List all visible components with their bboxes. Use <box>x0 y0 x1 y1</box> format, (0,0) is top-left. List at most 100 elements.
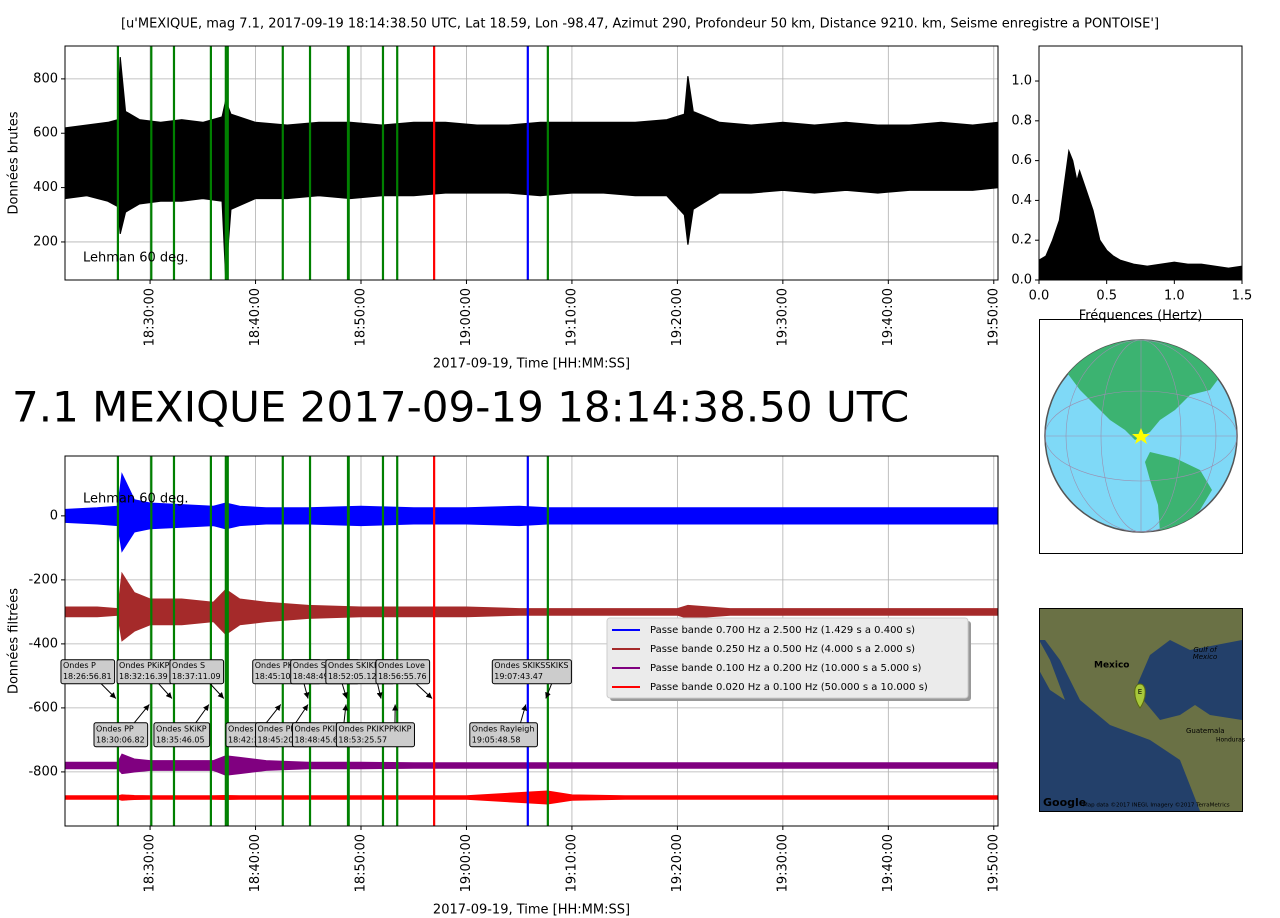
annotation-text: 19:07:43.47 <box>494 672 543 681</box>
trace <box>65 57 998 278</box>
y-tick-label: 0.2 <box>1011 233 1032 248</box>
y-tick-label: 1.0 <box>1011 74 1032 89</box>
y-tick-label: 0 <box>50 508 58 523</box>
annotation-arrow <box>100 683 117 699</box>
x-axis-label: Fréquences (Hertz) <box>1079 309 1203 324</box>
x-tick-label: 18:30:00 <box>143 288 158 346</box>
annotation-text: 18:53:25.57 <box>338 735 387 744</box>
note: Lehman 60 deg. <box>83 251 189 266</box>
annotation-text: 18:52:05.12 <box>328 672 377 681</box>
map-logo: Google <box>1043 796 1086 809</box>
annotation-text: Ondes SKIKKIKP <box>293 661 357 670</box>
annotation-arrow <box>265 704 282 724</box>
big-title: 7.1 MEXIQUE 2017-09-19 18:14:38.50 UTC <box>12 383 909 432</box>
axes-frame <box>64 45 999 281</box>
spectrum <box>1039 148 1242 280</box>
annotation-text: Ondes PKKP <box>258 724 306 733</box>
y-tick-label: -800 <box>28 764 58 779</box>
x-tick-label: 19:50:00 <box>986 288 1001 346</box>
country-label: Guatemala <box>1186 727 1225 735</box>
x-tick-label: 1.5 <box>1232 289 1253 304</box>
annotation-text: Ondes PP <box>96 724 134 733</box>
north-america <box>1060 340 1225 440</box>
annotation-arrow <box>133 704 150 724</box>
x-axis-label: 2017-09-19, Time [HH:MM:SS] <box>433 357 630 372</box>
x-tick-label: 0.5 <box>1096 289 1117 304</box>
y-tick-label: 0.4 <box>1011 193 1032 208</box>
x-tick-label: 19:20:00 <box>670 834 685 892</box>
annotation-arrow <box>376 683 383 699</box>
plot-area <box>65 46 998 280</box>
map <box>1039 608 1243 812</box>
trace <box>65 753 998 776</box>
plot-area <box>1039 148 1242 280</box>
baja <box>1039 640 1065 700</box>
annotation-text: 18:45:20.63 <box>258 735 307 744</box>
annotation-box <box>60 659 116 685</box>
chart: [u'MEXIQUE, mag 7.1, 2017-09-19 18:14:38… <box>7 17 1160 372</box>
y-tick-label: 800 <box>33 71 58 86</box>
trace <box>65 472 998 553</box>
annotation-text: 19:05:48.58 <box>472 735 521 744</box>
annotation-box <box>469 722 538 748</box>
trace <box>65 571 998 642</box>
legend-label: Passe bande 0.700 Hz a 2.500 Hz (1.429 s… <box>650 625 915 636</box>
x-tick-label: 19:40:00 <box>881 288 896 346</box>
annotation-arrow <box>520 704 528 723</box>
annotation-text: 18:56:55.76 <box>378 672 427 681</box>
y-tick-label: -600 <box>28 700 58 715</box>
annotation-arrow <box>341 683 348 699</box>
legend-box <box>606 617 969 699</box>
annotation: Ondes PKIKPPKIKP 18:53:25.57 <box>335 704 415 748</box>
y-tick-label: 0.0 <box>1011 273 1032 288</box>
annotation-text: Ondes SKiKP <box>156 724 207 733</box>
country-label: Mexico <box>1094 661 1129 671</box>
sea-label: Gulf of <box>1193 646 1218 654</box>
legend-label: Passe bande 0.100 Hz a 0.200 Hz (10.000 … <box>650 663 922 674</box>
x-tick-label: 18:50:00 <box>354 834 369 892</box>
axes-frame <box>1038 45 1243 281</box>
map-marker <box>1134 683 1146 709</box>
land <box>1039 608 1242 811</box>
x-tick-label: 19:30:00 <box>775 834 790 892</box>
annotation-arrow <box>545 683 553 699</box>
globe <box>1039 319 1243 554</box>
annotation-box <box>169 659 225 685</box>
map-frame <box>1039 608 1243 812</box>
x-tick-label: 19:00:00 <box>459 834 474 892</box>
annotation-arrow <box>158 683 173 699</box>
annotation-text: Ondes PKiKP <box>119 661 170 670</box>
annotation: Ondes Love 18:56:55.76 <box>375 659 433 699</box>
trace <box>65 790 998 805</box>
legend: Passe bande 0.700 Hz a 2.500 Hz (1.429 s… <box>606 617 971 701</box>
annotation-text: 18:45:10.31 <box>255 672 304 681</box>
annotation: Ondes PP 18:30:06.82 <box>93 704 150 748</box>
x-tick-label: 18:40:00 <box>248 834 263 892</box>
map-marker-label: E <box>1138 688 1142 696</box>
x-tick-label: 0.0 <box>1029 289 1050 304</box>
annotation: Ondes P 18:26:56.81 <box>60 659 117 699</box>
annotation-arrow <box>415 683 433 699</box>
y-tick-label: 400 <box>33 180 58 195</box>
annotation-text: Ondes Rayleigh <box>472 724 535 733</box>
annotation: Ondes SKiKP 18:35:46.05 <box>153 704 211 748</box>
plot-area <box>65 456 998 826</box>
annotation-text: Ondes PKIKKIKP <box>255 661 319 670</box>
annotation-text: 18:42:34.94 <box>228 735 277 744</box>
y-tick-label: -200 <box>28 572 58 587</box>
annotation-arrow <box>195 704 210 724</box>
x-tick-label: 19:10:00 <box>564 834 579 892</box>
annotation-text: Ondes SKIKSSKIKS <box>494 661 568 670</box>
axes-frame <box>64 455 999 827</box>
annotation-box <box>491 659 572 685</box>
annotation: Ondes S 18:37:11.09 <box>169 659 225 699</box>
annotation-text: Ondes S <box>172 661 205 670</box>
annotation-text: Ondes PKIKPPKIKP <box>338 724 411 733</box>
annotation-arrow <box>342 704 349 723</box>
y-axis-label: Données filtrées <box>7 588 22 694</box>
annotation: Ondes Rayleigh 19:05:48.58 <box>469 704 538 748</box>
annotation-box <box>335 722 415 748</box>
